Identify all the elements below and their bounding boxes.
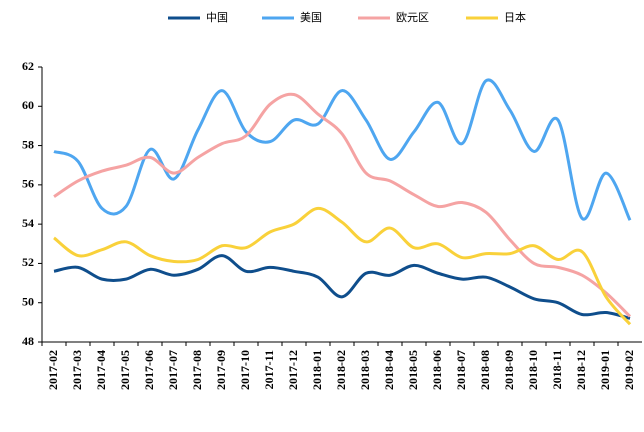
legend-label: 中国	[206, 11, 228, 24]
x-tick-label: 2018-01	[310, 350, 324, 390]
legend-label: 日本	[504, 10, 526, 24]
y-tick-label: 58	[22, 137, 34, 151]
x-tick-label: 2018-07	[454, 350, 468, 390]
x-tick-label: 2017-02	[46, 350, 60, 390]
x-tick-label: 2018-04	[382, 350, 396, 390]
x-tick-label: 2017-12	[286, 350, 300, 390]
series-line	[53, 254, 631, 320]
series-line	[53, 78, 632, 221]
x-tick-label: 2018-03	[358, 350, 372, 390]
series-line	[53, 92, 632, 318]
y-tick-label: 48	[22, 334, 34, 348]
x-tick-label: 2019-02	[622, 350, 636, 390]
x-tick-label: 2017-07	[166, 350, 180, 390]
x-tick-label: 2018-11	[550, 350, 564, 389]
x-tick-label: 2017-08	[190, 350, 204, 390]
x-tick-label: 2018-12	[574, 350, 588, 390]
legend-label: 美国	[300, 11, 322, 24]
x-tick-label: 2018-02	[334, 350, 348, 390]
y-tick-label: 60	[22, 98, 34, 112]
series-line	[53, 206, 632, 326]
x-tick-label: 2017-11	[262, 350, 276, 389]
x-tick-label: 2019-01	[598, 350, 612, 390]
x-tick-label: 2017-06	[142, 350, 156, 390]
x-tick-label: 2017-10	[238, 350, 252, 390]
x-tick-label: 2018-08	[478, 350, 492, 390]
x-tick-label: 2017-05	[118, 350, 132, 390]
x-tick-label: 2018-09	[502, 350, 516, 390]
y-tick-label: 62	[22, 59, 34, 73]
x-tick-label: 2018-10	[526, 350, 540, 390]
x-tick-label: 2017-04	[94, 350, 108, 390]
x-tick-label: 2017-03	[70, 350, 84, 390]
y-tick-label: 52	[22, 255, 34, 269]
y-tick-label: 54	[22, 216, 34, 230]
x-tick-label: 2018-06	[430, 350, 444, 390]
legend-label: 欧元区	[396, 11, 429, 24]
y-tick-label: 50	[22, 294, 34, 308]
x-tick-label: 2017-09	[214, 350, 228, 390]
x-tick-label: 2018-05	[406, 350, 420, 390]
y-tick-label: 56	[22, 177, 34, 191]
